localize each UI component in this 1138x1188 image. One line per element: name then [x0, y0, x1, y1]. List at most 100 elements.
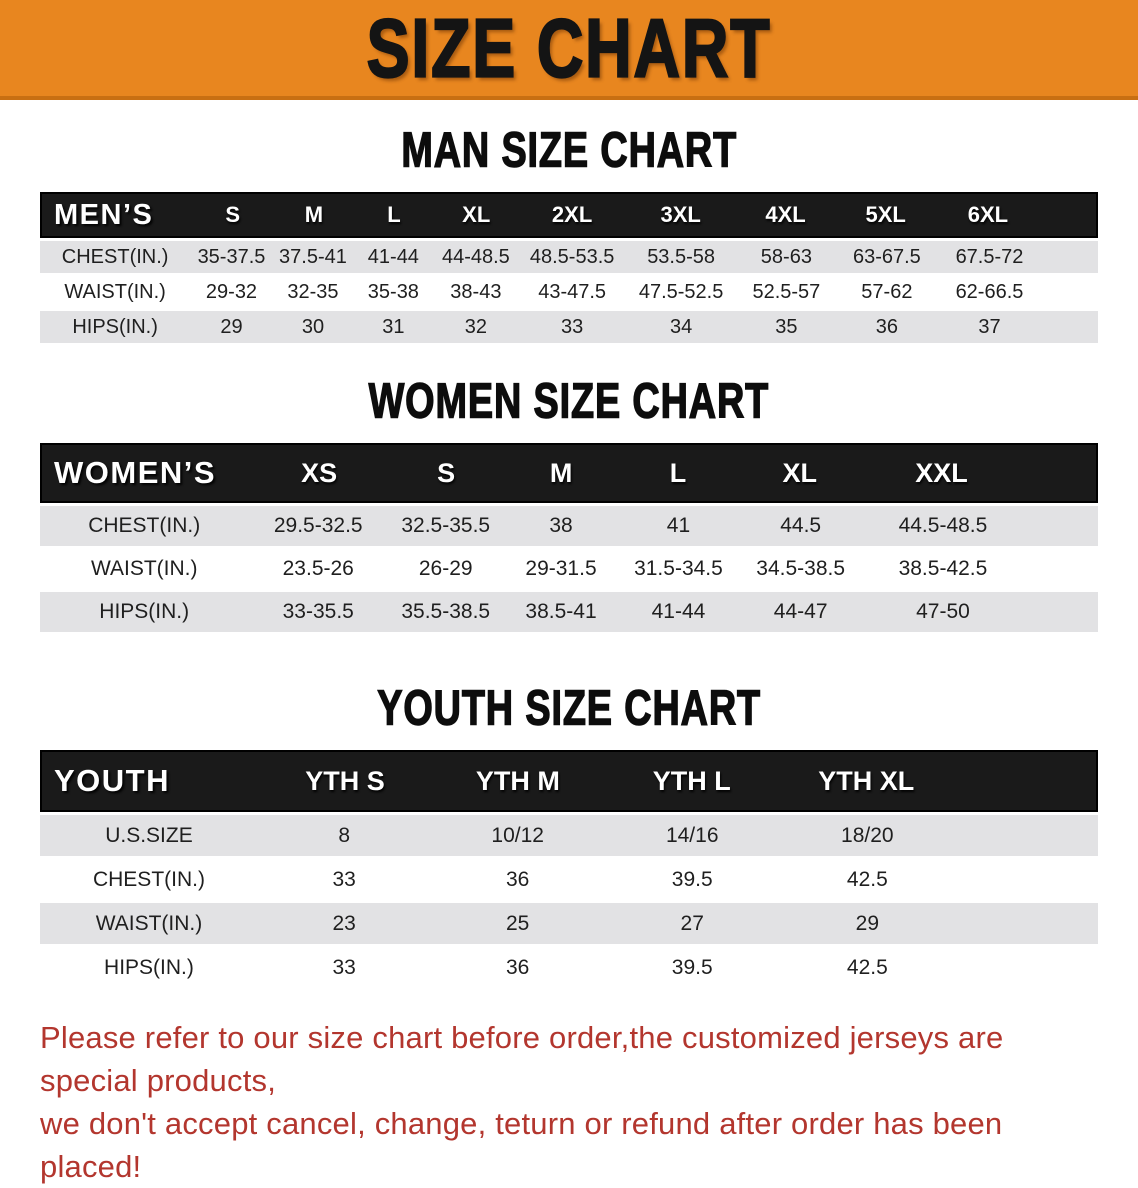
- table-row: CHEST(IN.) 29.5-32.5 32.5-35.5 38 41 44.5 44.5…: [40, 506, 1098, 546]
- value-cell: 42.5: [846, 955, 888, 979]
- value-cell: 32.5-35.5: [401, 514, 491, 537]
- value-cell: 36: [875, 315, 898, 338]
- table-row: WAIST(IN.) 23.5-26 26-29 29-31.5 31.5-34.5 34…: [40, 549, 1098, 589]
- size-column-header: XL: [782, 457, 818, 488]
- value-cell: 48.5-53.5: [529, 245, 615, 268]
- size-column-header: 2XL: [551, 202, 593, 227]
- value-cell: 38.5-41: [525, 600, 597, 623]
- men-size-table: MEN’S S M L XL 2XL 3XL 4XL 5XL 6XL CHEST(IN.) 35-…: [40, 192, 1098, 343]
- value-cell: 52.5-57: [752, 280, 821, 303]
- row-label: WAIST(IN.): [90, 557, 198, 580]
- value-cell: 35.5-38.5: [401, 600, 491, 623]
- row-label: CHEST(IN.): [88, 514, 201, 537]
- youth-size-table: YOUTH YTH S YTH M YTH L YTH XL U.S.SIZE 8 10/…: [40, 750, 1098, 988]
- man-section-heading-text: MAN SIZE CHART: [401, 122, 737, 178]
- size-column-header: YTH S: [305, 765, 385, 796]
- value-cell: 29-32: [205, 280, 258, 303]
- row-label: HIPS(IN.): [104, 955, 194, 979]
- value-cell: 44.5-48.5: [898, 514, 988, 537]
- value-cell: 35: [775, 315, 798, 338]
- value-cell: 29: [855, 911, 879, 935]
- value-cell: 34: [669, 315, 693, 338]
- size-column-header: M: [549, 457, 573, 488]
- youth-section-heading: YOUTH SIZE CHART: [0, 680, 1138, 736]
- value-cell: 57-62: [861, 280, 913, 303]
- men-table-header-label: MEN’S: [54, 198, 154, 231]
- value-cell: 39.5: [671, 955, 713, 979]
- size-column-header: XL: [462, 202, 491, 227]
- value-cell: 37: [978, 315, 1001, 338]
- size-column-header: XXL: [915, 457, 968, 488]
- value-cell: 58-63: [760, 245, 812, 268]
- value-cell: 8: [338, 823, 350, 847]
- man-section-heading: MAN SIZE CHART: [0, 122, 1138, 178]
- table-row: WAIST(IN.) 23 25 27 29: [40, 903, 1098, 944]
- row-label: U.S.SIZE: [105, 823, 193, 847]
- disclaimer-line-1: Please refer to our size chart before or…: [40, 1020, 1004, 1098]
- value-cell: 14/16: [665, 823, 719, 847]
- table-row: CHEST(IN.) 33 36 39.5 42.5: [40, 859, 1098, 900]
- value-cell: 44.5: [780, 514, 822, 537]
- size-column-header: L: [669, 457, 687, 488]
- value-cell: 29.5-32.5: [273, 514, 363, 537]
- value-cell: 38: [549, 514, 573, 537]
- value-cell: 36: [505, 955, 530, 979]
- banner-title: SIZE CHART: [366, 1, 772, 95]
- size-column-header: 4XL: [765, 202, 806, 227]
- value-cell: 62-66.5: [955, 280, 1024, 303]
- value-cell: 35-37.5: [197, 245, 266, 268]
- table-row: WAIST(IN.) 29-32 32-35 35-38 38-43 43-47.5 47.…: [40, 276, 1098, 308]
- value-cell: 41-44: [651, 600, 706, 623]
- men-table-header-row: MEN’S S M L XL 2XL 3XL 4XL 5XL 6XL: [40, 192, 1098, 238]
- value-cell: 34.5-38.5: [756, 557, 846, 580]
- value-cell: 47.5-52.5: [638, 280, 724, 303]
- value-cell: 29: [220, 315, 243, 338]
- table-row: HIPS(IN.) 29 30 31 32 33 34 35 36 37: [40, 311, 1098, 343]
- size-column-header: S: [225, 202, 241, 227]
- value-cell: 67.5-72: [955, 245, 1024, 268]
- size-column-header: XS: [301, 457, 338, 488]
- women-table-header-label: WOMEN’S: [54, 455, 217, 490]
- size-column-header: YTH L: [652, 765, 731, 796]
- value-cell: 43-47.5: [538, 280, 607, 303]
- row-label: HIPS(IN.): [99, 600, 190, 623]
- row-label: CHEST(IN.): [92, 867, 205, 891]
- women-section-heading-text: WOMEN SIZE CHART: [368, 373, 770, 429]
- row-label: WAIST(IN.): [95, 911, 203, 935]
- value-cell: 42.5: [846, 867, 888, 891]
- value-cell: 25: [505, 911, 530, 935]
- value-cell: 18/20: [841, 823, 894, 847]
- value-cell: 35-38: [367, 280, 419, 303]
- table-row: HIPS(IN.) 33 36 39.5 42.5: [40, 947, 1098, 988]
- value-cell: 33: [332, 867, 356, 891]
- value-cell: 41: [666, 514, 691, 537]
- value-cell: 31: [382, 315, 405, 338]
- size-column-header: L: [387, 202, 401, 227]
- youth-table-header-row: YOUTH YTH S YTH M YTH L YTH XL: [40, 750, 1098, 812]
- size-chart-banner: SIZE CHART: [0, 0, 1138, 100]
- youth-section-heading-text: YOUTH SIZE CHART: [377, 680, 761, 736]
- value-cell: 53.5-58: [647, 245, 716, 268]
- women-size-table: WOMEN’S XS S M L XL XXL CHEST(IN.) 29.5-32.5 32…: [40, 443, 1098, 632]
- size-column-header: 5XL: [865, 202, 906, 227]
- value-cell: 27: [680, 911, 704, 935]
- size-column-header: 6XL: [967, 202, 1009, 227]
- value-cell: 31.5-34.5: [634, 557, 723, 580]
- value-cell: 38.5-42.5: [898, 557, 988, 580]
- disclaimer-note: Please refer to our size chart before or…: [40, 1016, 1098, 1188]
- value-cell: 32-35: [287, 280, 339, 303]
- value-cell: 32: [464, 315, 487, 338]
- size-column-header: 3XL: [660, 202, 701, 227]
- row-label: WAIST(IN.): [64, 280, 166, 303]
- row-label: CHEST(IN.): [61, 245, 169, 268]
- table-row: HIPS(IN.) 33-35.5 35.5-38.5 38.5-41 41-44 44-…: [40, 592, 1098, 632]
- row-label: HIPS(IN.): [72, 315, 158, 338]
- table-row: U.S.SIZE 8 10/12 14/16 18/20: [40, 815, 1098, 856]
- women-section-heading: WOMEN SIZE CHART: [0, 373, 1138, 429]
- youth-table-header-label: YOUTH: [54, 763, 170, 798]
- value-cell: 26-29: [418, 557, 473, 580]
- value-cell: 36: [505, 867, 530, 891]
- value-cell: 30: [301, 315, 325, 338]
- value-cell: 37.5-41: [279, 245, 347, 268]
- value-cell: 44-48.5: [441, 245, 510, 268]
